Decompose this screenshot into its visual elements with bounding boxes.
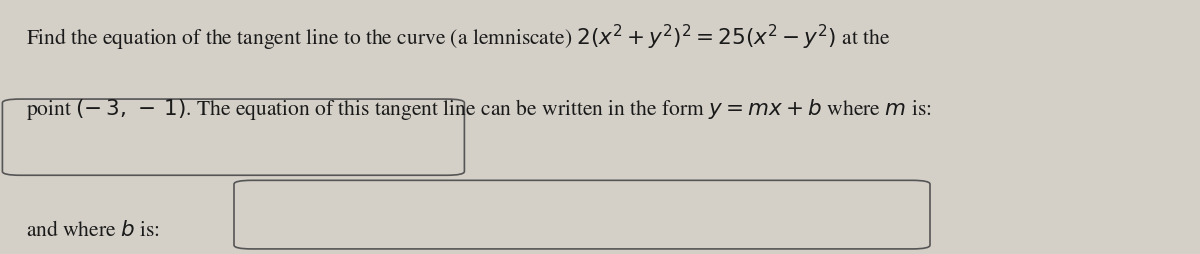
Text: point $(-\, 3,\, -\, 1)$. The equation of this tangent line can be written in th: point $(-\, 3,\, -\, 1)$. The equation o…	[26, 97, 932, 121]
Text: and where $b$ is:: and where $b$ is:	[26, 221, 161, 241]
FancyBboxPatch shape	[234, 180, 930, 249]
Text: Find the equation of the tangent line to the curve (a lemniscate) $2(x^2 + y^2)^: Find the equation of the tangent line to…	[26, 23, 890, 53]
FancyBboxPatch shape	[2, 99, 464, 175]
